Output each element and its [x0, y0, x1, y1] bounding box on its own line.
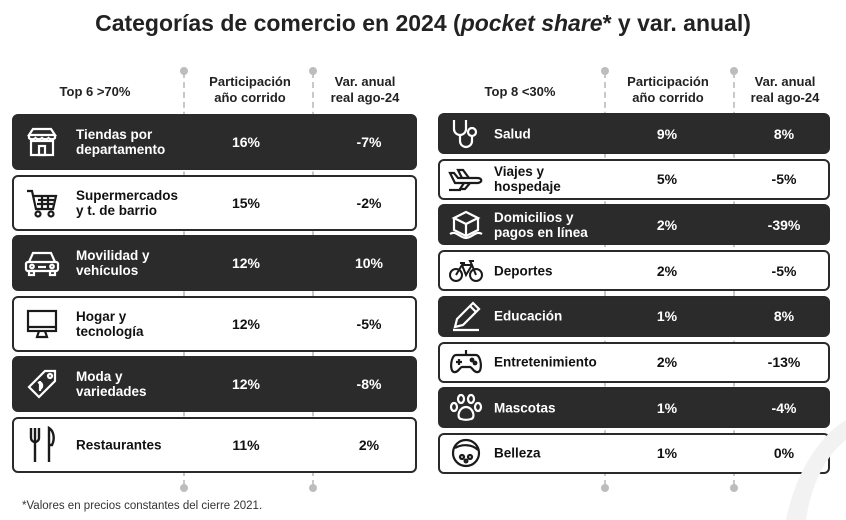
row-var-value: 8%	[773, 125, 795, 142]
row-label: Hogar y tecnología	[76, 308, 144, 339]
right-var-header: Var. anual real ago-24	[750, 74, 820, 105]
row-label: Viajes y hospedaje	[494, 164, 561, 195]
row-share-value: 15%	[231, 194, 261, 211]
stethoscope-icon	[444, 115, 488, 152]
package-icon	[444, 206, 488, 243]
title-main: Categorías de comercio en 2024 (	[95, 10, 461, 36]
title-rest: * y var. anual)	[602, 10, 751, 36]
compact-icon	[444, 435, 488, 472]
table-row: Domicilios y pagos en línea 2% -39%	[438, 204, 830, 246]
left-var-header: Var. anual real ago-24	[330, 74, 400, 105]
row-label: Educación	[494, 308, 563, 324]
row-share-value: 1%	[656, 445, 678, 462]
table-row: Salud 9% 8%	[438, 113, 830, 154]
row-var-value: -4%	[771, 399, 797, 416]
row-var-value: -8%	[356, 376, 382, 392]
table-row: Belleza 1% 0%	[438, 432, 830, 474]
row-var-value: -7%	[356, 134, 382, 150]
gamepad-icon	[444, 344, 488, 381]
table-row: Movilidad y vehículos 12% 10%	[12, 235, 417, 291]
table-row: Mascotas 1% -4%	[438, 387, 830, 429]
left-divider-2-bottom-dot	[309, 484, 317, 492]
table-row: Hogar y tecnología 12% -5%	[12, 295, 417, 352]
row-share-value: 12%	[231, 315, 261, 332]
page-title: Categorías de comercio en 2024 (pocket s…	[0, 10, 846, 37]
right-divider-1-bottom-dot	[601, 484, 609, 492]
row-share-value: 2%	[656, 216, 678, 233]
row-var-value: 2%	[358, 436, 380, 453]
tag-icon	[20, 358, 64, 410]
row-var-value: -2%	[356, 194, 382, 211]
table-row: Viajes y hospedaje 5% -5%	[438, 158, 830, 200]
row-var-value: -13%	[767, 354, 801, 370]
right-share-header: Participación año corrido	[627, 74, 709, 105]
row-var-value: -5%	[356, 315, 382, 332]
row-share-value: 1%	[656, 308, 678, 325]
row-label: Supermercados y t. de barrio	[76, 187, 179, 218]
row-share-value: 1%	[656, 399, 678, 416]
right-divider-2-top-dot	[730, 67, 738, 75]
left-divider-2-top-dot	[309, 67, 317, 75]
footnote: *Valores en precios constantes del cierr…	[22, 500, 263, 512]
table-row: Supermercados y t. de barrio 15% -2%	[12, 174, 417, 231]
table-row: Moda y variedades 12% -8%	[12, 356, 417, 412]
table-row: Restaurantes 11% 2%	[12, 416, 417, 473]
row-share-value: 16%	[231, 134, 261, 150]
row-label: Restaurantes	[76, 437, 162, 452]
row-label: Entretenimiento	[494, 354, 597, 370]
row-share-value: 5%	[656, 171, 678, 188]
row-share-value: 2%	[656, 354, 678, 370]
cutlery-icon	[20, 419, 64, 471]
left-share-header: Participación año corrido	[209, 74, 291, 105]
paw-icon	[444, 389, 488, 426]
table-row: Entretenimiento 2% -13%	[438, 341, 830, 383]
bicycle-icon	[444, 252, 488, 289]
row-label: Mascotas	[494, 400, 556, 416]
row-share-value: 11%	[232, 436, 260, 453]
row-label: Movilidad y vehículos	[76, 248, 150, 278]
plane-icon	[444, 161, 488, 198]
table-row: Educación 1% 8%	[438, 295, 830, 337]
row-var-value: -5%	[771, 262, 797, 279]
row-var-value: -39%	[767, 216, 801, 233]
right-group-header: Top 8 <30%	[484, 84, 556, 99]
right-divider-2-bottom-dot	[730, 484, 738, 492]
left-group-header: Top 6 >70%	[59, 84, 131, 99]
left-divider-1-bottom-dot	[180, 484, 188, 492]
decorative-swoosh	[786, 420, 846, 520]
row-var-value: -5%	[771, 171, 797, 188]
monitor-icon	[20, 298, 64, 350]
row-share-value: 12%	[231, 376, 261, 392]
row-share-value: 2%	[656, 262, 678, 279]
row-label: Belleza	[494, 445, 541, 461]
row-label: Salud	[494, 126, 531, 141]
store-icon	[20, 116, 64, 168]
row-share-value: 9%	[656, 125, 678, 142]
table-row: Deportes 2% -5%	[438, 250, 830, 292]
cart-icon	[20, 177, 64, 229]
table-row: Tiendas por departamento 16% -7%	[12, 114, 417, 170]
row-var-value: 0%	[773, 445, 795, 462]
title-italic: pocket share	[460, 10, 603, 36]
pencil-icon	[444, 298, 488, 335]
left-divider-1-top-dot	[180, 67, 188, 75]
row-var-value: 8%	[773, 308, 795, 325]
row-label: Moda y variedades	[76, 369, 147, 399]
row-label: Domicilios y pagos en línea	[494, 209, 588, 240]
row-var-value: 10%	[354, 255, 384, 271]
car-icon	[20, 237, 64, 289]
row-share-value: 12%	[231, 255, 261, 271]
right-divider-1-top-dot	[601, 67, 609, 75]
row-label: Tiendas por departamento	[76, 127, 166, 157]
row-label: Deportes	[494, 263, 553, 279]
